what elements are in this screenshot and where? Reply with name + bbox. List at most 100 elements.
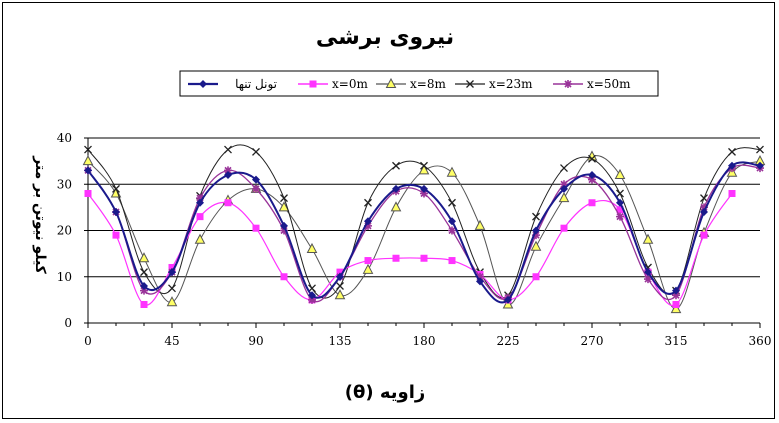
data-point	[196, 194, 204, 203]
data-point	[670, 303, 682, 314]
data-point	[474, 219, 486, 230]
x-tick-label: 90	[248, 334, 263, 348]
data-point	[448, 217, 456, 226]
data-point	[728, 147, 736, 156]
data-point	[532, 231, 540, 240]
x-tick-label: 135	[329, 334, 352, 348]
data-point	[336, 272, 344, 281]
legend: تونل تنها x=0m x=8m x=23m x=50m	[179, 70, 659, 97]
data-point	[224, 199, 232, 207]
data-point	[112, 184, 120, 193]
data-point	[252, 175, 260, 184]
data-point	[564, 80, 572, 88]
data-point	[280, 194, 288, 203]
data-point	[700, 231, 708, 239]
data-point	[364, 198, 372, 207]
data-point	[252, 147, 260, 156]
x-tick-label: 315	[665, 334, 688, 348]
data-point	[280, 226, 288, 235]
data-point	[532, 226, 540, 235]
data-point	[168, 284, 176, 293]
legend-entry: x=23m	[455, 77, 533, 91]
axes: 0 10 20 30 40 0 45 90 135 180 225 270 315 360	[57, 131, 772, 348]
y-tick-label: 10	[57, 270, 72, 284]
data-point	[140, 282, 148, 290]
data-point	[756, 145, 764, 154]
x-tick-label: 45	[164, 334, 179, 348]
data-point	[390, 201, 402, 212]
series-line	[87, 161, 761, 304]
series-0	[84, 161, 764, 304]
data-point	[364, 217, 372, 226]
data-point	[385, 77, 397, 88]
legend-entry: x=50m	[553, 77, 631, 91]
data-point	[336, 268, 344, 276]
series-2	[82, 150, 766, 314]
legend-label: x=0m	[332, 77, 368, 91]
data-point	[532, 273, 540, 281]
x-tick-label: 270	[581, 334, 604, 348]
data-point	[112, 231, 120, 239]
data-point	[392, 184, 400, 193]
x-axis-label: زاویه (θ)	[345, 382, 426, 403]
data-point	[614, 168, 626, 179]
data-point	[308, 295, 316, 304]
data-point	[166, 296, 178, 307]
data-point	[728, 190, 736, 197]
data-point	[588, 154, 596, 163]
data-point	[112, 208, 120, 216]
data-point	[504, 295, 512, 304]
data-point	[392, 254, 400, 262]
legend-label: x=23m	[489, 77, 533, 91]
y-tick-label: 40	[57, 131, 72, 145]
data-point	[280, 273, 288, 281]
data-point	[420, 254, 428, 262]
data-point	[309, 80, 317, 88]
data-point	[560, 164, 568, 173]
y-tick-label: 20	[57, 224, 72, 238]
data-point	[168, 264, 176, 271]
y-tick-label: 0	[64, 316, 72, 330]
data-point	[362, 263, 374, 274]
data-point	[448, 198, 456, 207]
data-point	[616, 189, 624, 198]
data-point	[252, 224, 260, 232]
data-point	[84, 166, 92, 175]
data-point	[448, 257, 456, 265]
data-point	[84, 190, 92, 197]
chart-title: نیروی برشی	[316, 25, 454, 50]
data-point	[558, 192, 570, 203]
data-point	[616, 206, 624, 214]
data-point	[168, 268, 176, 277]
data-point	[224, 171, 232, 179]
data-point	[560, 184, 568, 193]
data-point	[140, 286, 148, 295]
data-point	[392, 161, 400, 170]
data-point	[82, 155, 94, 166]
data-point	[194, 233, 206, 244]
x-tick-label: 225	[497, 334, 520, 348]
data-point	[196, 198, 204, 207]
data-point	[448, 226, 456, 235]
data-point	[140, 301, 148, 308]
data-point	[616, 212, 624, 221]
data-point	[532, 212, 540, 221]
data-point	[672, 286, 680, 295]
data-point	[280, 221, 288, 230]
data-point	[336, 282, 344, 290]
data-point	[644, 275, 652, 284]
legend-entry: x=0m	[298, 77, 368, 91]
data-point	[199, 80, 207, 88]
series-layer	[82, 144, 766, 314]
data-point	[140, 268, 148, 277]
data-point	[700, 208, 708, 216]
y-axis-label: کیلو نیوتن بر متر	[32, 155, 48, 274]
data-point	[644, 268, 652, 277]
y-tick-label: 30	[57, 177, 72, 191]
data-point	[588, 171, 596, 179]
data-point	[476, 272, 484, 281]
data-point	[476, 277, 484, 286]
data-point	[642, 233, 654, 244]
data-point	[364, 257, 372, 265]
data-point	[418, 164, 430, 175]
